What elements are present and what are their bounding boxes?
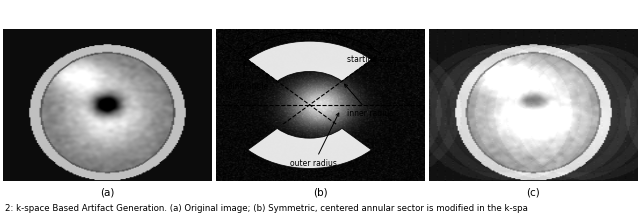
Text: ending angle: ending angle [218,61,268,91]
Text: starting angle: starting angle [347,55,401,64]
Text: (a): (a) [100,187,115,197]
Text: 2: k-space Based Artifact Generation. (a) Original image; (b) Symmetric, centere: 2: k-space Based Artifact Generation. (a… [5,204,528,213]
Text: (c): (c) [526,187,540,197]
Text: (b): (b) [313,187,327,197]
Text: outer radius: outer radius [291,113,339,168]
Wedge shape [248,41,371,81]
Text: inner radius: inner radius [344,84,394,118]
Wedge shape [248,128,371,169]
